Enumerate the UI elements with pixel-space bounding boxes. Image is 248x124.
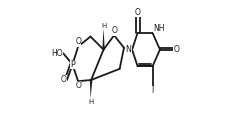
- Text: N: N: [125, 45, 131, 54]
- Text: NH: NH: [153, 24, 165, 33]
- Polygon shape: [90, 80, 92, 99]
- Polygon shape: [102, 29, 105, 50]
- Text: I: I: [151, 86, 154, 95]
- Text: O: O: [75, 37, 81, 46]
- Text: O: O: [174, 45, 180, 54]
- Text: O: O: [135, 8, 141, 17]
- Text: O: O: [111, 26, 117, 35]
- Text: H: H: [88, 99, 93, 105]
- Text: H: H: [101, 23, 106, 29]
- Text: HO: HO: [51, 49, 62, 58]
- Text: O: O: [75, 81, 81, 90]
- Polygon shape: [124, 48, 132, 51]
- Text: O: O: [61, 76, 67, 84]
- Text: P: P: [70, 60, 75, 69]
